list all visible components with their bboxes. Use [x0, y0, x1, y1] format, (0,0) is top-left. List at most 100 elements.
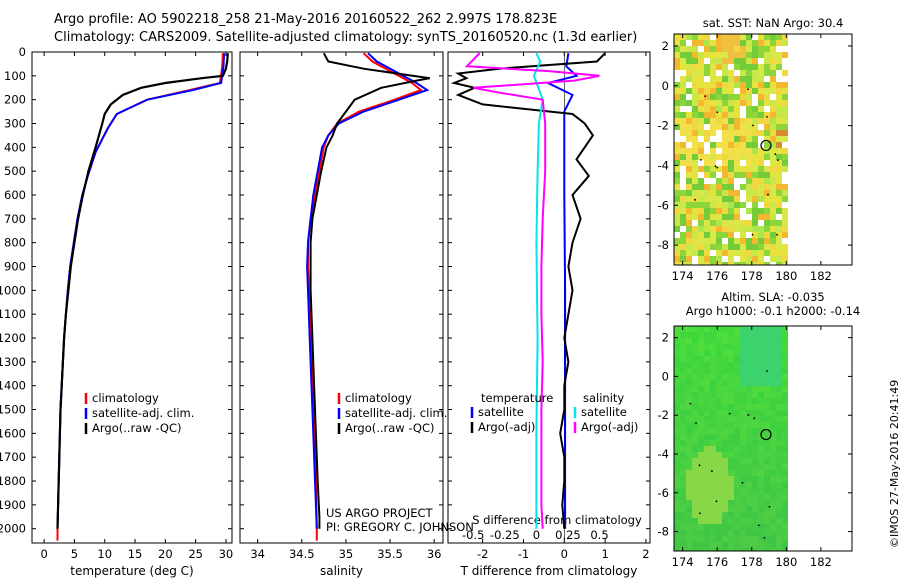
- map-cell: [722, 446, 728, 452]
- salinity-diff-tick-label-0: -0.5: [462, 528, 484, 542]
- map-cell: [770, 250, 776, 256]
- map-cell: [692, 398, 698, 404]
- map-cell: [782, 440, 788, 446]
- map-cell: [746, 64, 752, 70]
- map-cell: [674, 332, 680, 338]
- map-cell: [764, 500, 770, 506]
- map-cell: [758, 208, 764, 214]
- map-cell: [710, 344, 716, 350]
- map-cell: [692, 88, 698, 94]
- map-cell: [698, 548, 704, 551]
- map-cell: [698, 518, 704, 524]
- map-cell: [776, 112, 782, 118]
- map-cell: [740, 40, 746, 46]
- map-cell: [680, 124, 686, 130]
- island-dot: [694, 198, 696, 201]
- salinity-panel: 34 34.5 35 35.5 36salinityclimatologysatelli…: [239, 51, 474, 578]
- map-cell: [728, 476, 734, 482]
- map-cell: [704, 482, 710, 488]
- map-cell: [734, 118, 740, 124]
- map-cell: [740, 464, 746, 470]
- map-cell: [758, 232, 764, 238]
- map-cell: [776, 136, 782, 142]
- map-cell: [728, 482, 734, 488]
- map-cell: [740, 548, 746, 551]
- map-cell: [764, 118, 770, 124]
- map-cell: [764, 154, 770, 160]
- map-cell: [710, 500, 716, 506]
- map-cell: [746, 70, 752, 76]
- map-cell: [770, 476, 776, 482]
- map-cell: [770, 524, 776, 530]
- map-cell: [674, 154, 680, 160]
- map-cell: [758, 494, 764, 500]
- legend-group-temperature: temperature: [481, 391, 553, 405]
- map-cell: [686, 208, 692, 214]
- map-cell: [704, 452, 710, 458]
- map-cell: [764, 226, 770, 232]
- map-cell: [686, 470, 692, 476]
- map-cell: [704, 172, 710, 178]
- map-cell: [710, 184, 716, 190]
- map-cell: [716, 88, 722, 94]
- depth-tick-label-16: 1600: [0, 426, 26, 440]
- map-cell: [734, 470, 740, 476]
- map-cell: [746, 34, 752, 40]
- map-cell: [782, 208, 788, 214]
- map-cell: [764, 208, 770, 214]
- map-cell: [734, 338, 740, 344]
- map-cell: [722, 416, 728, 422]
- map-cell: [752, 106, 758, 112]
- map-cell: [770, 202, 776, 208]
- map-cell: [686, 512, 692, 518]
- map-cell: [764, 512, 770, 518]
- temperature-diff-x-tick-label-2: 0: [561, 547, 568, 561]
- map-cell: [686, 542, 692, 548]
- map-cell: [752, 202, 758, 208]
- map-cell: [752, 196, 758, 202]
- map-cell: [770, 238, 776, 244]
- gSST-y-tick-label-2: -2: [658, 119, 669, 133]
- map-cell: [776, 350, 782, 356]
- map-cell: [740, 124, 746, 130]
- map-cell: [704, 100, 710, 106]
- map-cell: [764, 82, 770, 88]
- map-cell: [734, 500, 740, 506]
- map-cell: [770, 130, 776, 136]
- map-cell: [752, 58, 758, 64]
- map-cell: [764, 524, 770, 530]
- map-cell: [680, 112, 686, 118]
- map-cell: [704, 232, 710, 238]
- map-cell: [680, 488, 686, 494]
- map-cell: [776, 410, 782, 416]
- map-cell: [746, 542, 752, 548]
- map-cell: [764, 52, 770, 58]
- map-cell: [674, 244, 680, 250]
- map-cell: [674, 530, 680, 536]
- map-cell: [776, 118, 782, 124]
- map-cell: [746, 362, 752, 368]
- map-cell: [692, 326, 698, 332]
- map-cell: [674, 208, 680, 214]
- salinity-x-tick-label-2: 35: [339, 547, 354, 561]
- map-cell: [686, 518, 692, 524]
- map-cell: [704, 184, 710, 190]
- map-cell: [776, 190, 782, 196]
- map-cell: [728, 226, 734, 232]
- map-cell: [746, 548, 752, 551]
- map-cell: [710, 542, 716, 548]
- map-cell: [692, 178, 698, 184]
- map-cell: [752, 136, 758, 142]
- map-cell: [770, 458, 776, 464]
- map-cell: [674, 94, 680, 100]
- map-cell: [770, 82, 776, 88]
- island-dot: [711, 470, 713, 473]
- map-cell: [686, 416, 692, 422]
- map-cell: [692, 338, 698, 344]
- map-cell: [764, 148, 770, 154]
- map-cell: [752, 250, 758, 256]
- map-cell: [716, 374, 722, 380]
- map-cell: [728, 524, 734, 530]
- map-cell: [710, 40, 716, 46]
- map-cell: [746, 434, 752, 440]
